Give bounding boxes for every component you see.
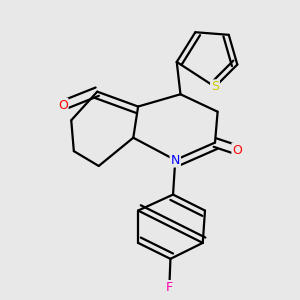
Text: N: N (171, 154, 180, 166)
Text: O: O (58, 99, 68, 112)
Text: O: O (232, 143, 242, 157)
Text: F: F (166, 281, 173, 294)
Text: S: S (211, 80, 219, 93)
